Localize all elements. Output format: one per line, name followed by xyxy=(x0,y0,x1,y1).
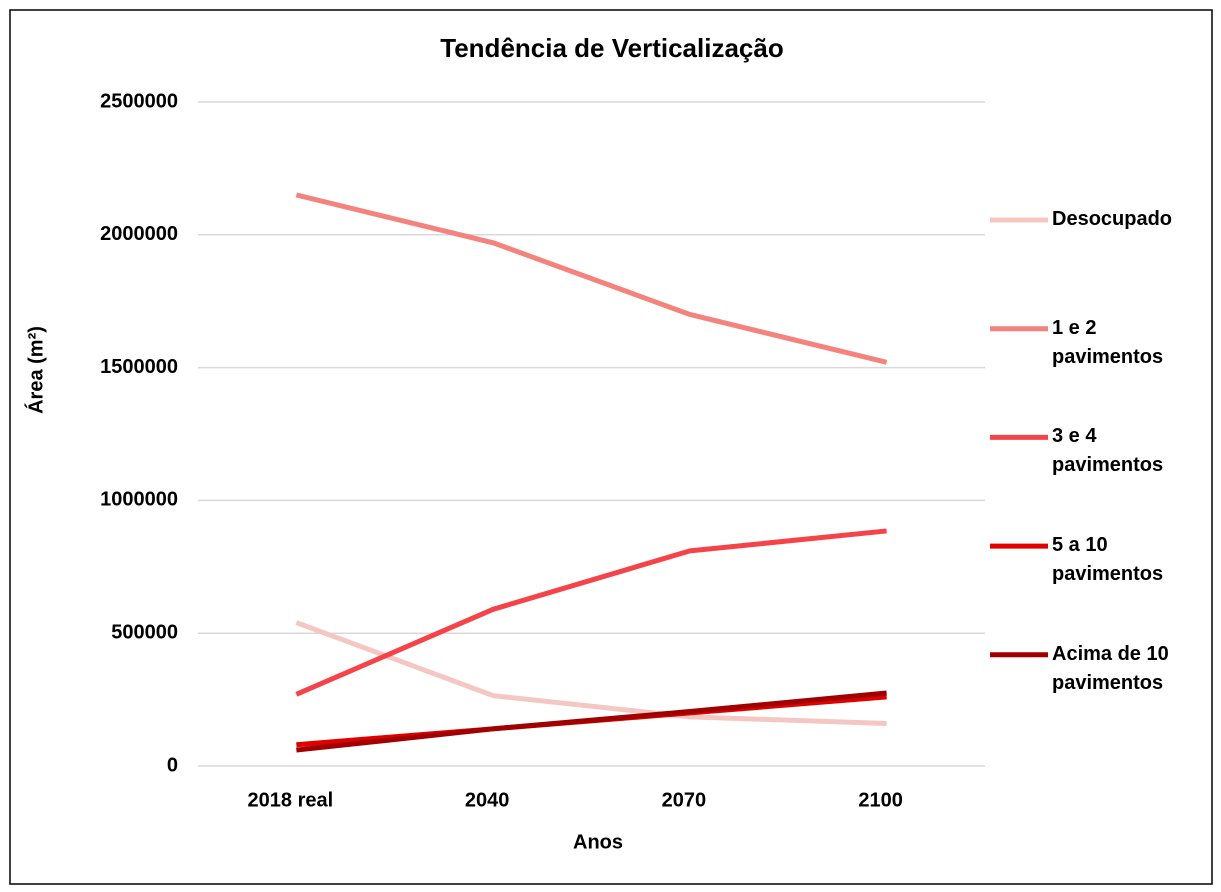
x-tick-label: 2040 xyxy=(465,789,510,811)
series-line xyxy=(295,528,887,697)
y-tick-label: 0 xyxy=(167,754,178,776)
y-tick-label: 2000000 xyxy=(100,223,178,245)
legend-label: 3 e 4 pavimentos xyxy=(1052,425,1164,477)
y-axis-label: Área (m²) xyxy=(24,326,47,414)
series-line xyxy=(295,620,887,727)
legend-label: Acima de 10 pavimentos xyxy=(1052,642,1169,694)
x-axis-label: Anos xyxy=(573,831,623,853)
chart-title: Tendência de Verticalização xyxy=(440,33,783,63)
x-tick-label: 2018 real xyxy=(248,789,334,811)
legend-label: 5 a 10 pavimentos xyxy=(1052,534,1164,586)
legend-label: Desocupado xyxy=(1052,208,1173,230)
chart-frame xyxy=(9,9,1213,885)
y-tick-label: 2500000 xyxy=(100,90,178,112)
x-tick-label: 2100 xyxy=(858,789,903,811)
y-tick-label: 1500000 xyxy=(100,356,178,378)
legend-label: 1 e 2 pavimentos xyxy=(1052,316,1164,368)
y-tick-label: 500000 xyxy=(111,621,178,643)
x-tick-label: 2070 xyxy=(662,789,707,811)
series-line xyxy=(296,690,887,753)
series-line xyxy=(295,192,888,365)
y-tick-label: 1000000 xyxy=(100,489,178,511)
